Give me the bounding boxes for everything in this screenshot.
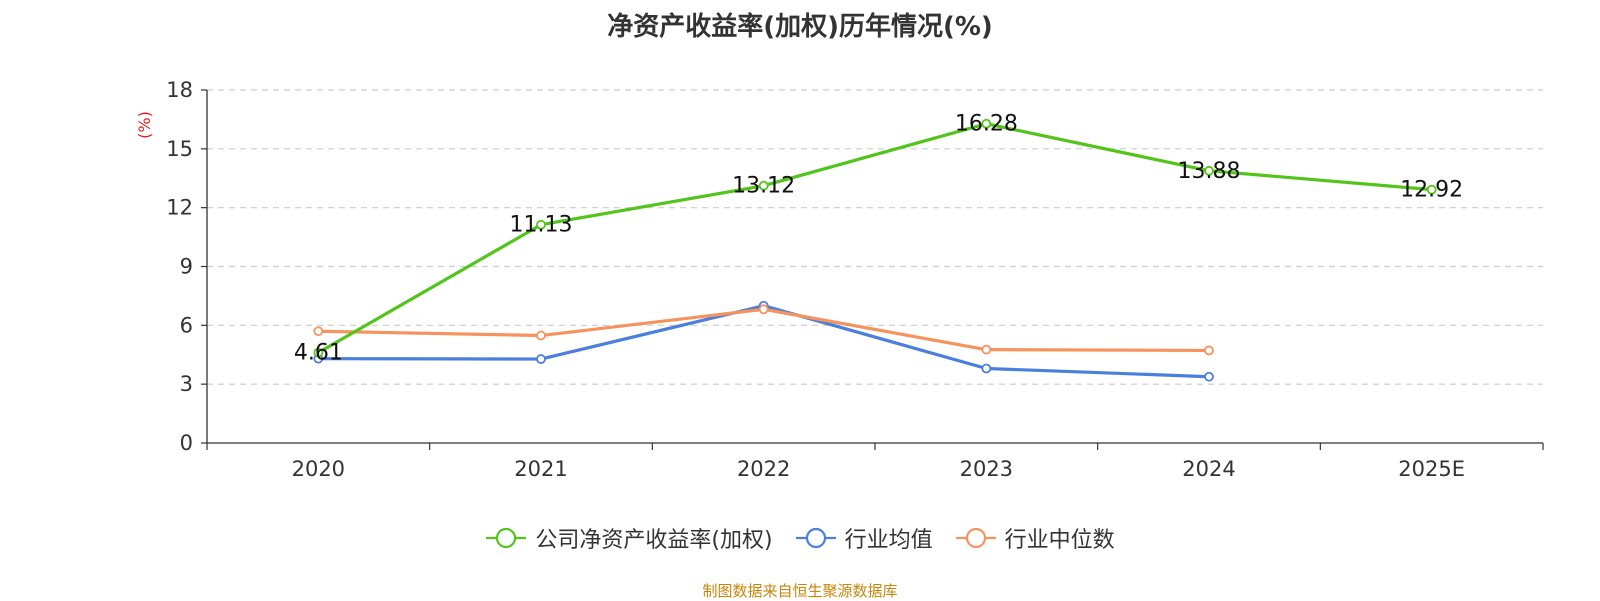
- x-tick-label: 2021: [514, 457, 567, 481]
- y-tick-label: 6: [180, 313, 193, 337]
- data-label: 13.12: [732, 174, 795, 199]
- legend-label: 公司净资产收益率(加权): [535, 528, 773, 553]
- x-tick-label: 2025E: [1398, 457, 1465, 481]
- y-tick-label: 9: [180, 255, 193, 279]
- legend-marker-icon: [955, 527, 996, 549]
- legend-label: 行业中位数: [1004, 528, 1115, 553]
- data-label: 12.92: [1400, 178, 1463, 203]
- data-label: 16.28: [955, 112, 1018, 137]
- data-point: [313, 326, 324, 337]
- x-tick-label: 2022: [737, 457, 790, 481]
- x-tick-label: 2020: [292, 457, 345, 481]
- legend-marker-circle: [805, 527, 826, 549]
- legend-item[interactable]: 行业均值: [795, 522, 933, 554]
- x-tick-label: 2023: [960, 457, 1013, 481]
- legend-marker-circle: [965, 527, 986, 549]
- data-point: [981, 118, 992, 129]
- y-tick-label: 12: [166, 196, 193, 220]
- data-point: [758, 180, 769, 191]
- data-point: [981, 344, 992, 355]
- y-axis-label: (%): [135, 111, 154, 139]
- series-line-1: [318, 304, 1210, 379]
- source-note: 制图数据来自恒生聚源数据库: [702, 582, 898, 600]
- data-point: [536, 219, 546, 230]
- data-point: [1204, 371, 1214, 382]
- data-point: [981, 363, 992, 374]
- legend-item[interactable]: 公司净资产收益率(加权): [485, 522, 773, 554]
- series-line-0: [317, 122, 1432, 354]
- y-tick-label: 18: [166, 78, 193, 102]
- legend-marker-icon: [486, 527, 527, 549]
- data-label: 11.13: [510, 213, 573, 238]
- y-tick-label: 15: [166, 137, 193, 161]
- legend-item[interactable]: 行业中位数: [955, 522, 1115, 554]
- data-point: [1204, 165, 1214, 176]
- y-tick-label: 3: [180, 372, 193, 396]
- data-point: [1204, 345, 1214, 356]
- data-label: 4.61: [294, 341, 343, 366]
- legend-marker-circle: [496, 527, 517, 549]
- data-point: [1426, 184, 1437, 195]
- data-point: [536, 354, 546, 364]
- data-point: [536, 330, 546, 341]
- data-point: [758, 304, 769, 315]
- y-tick-label: 0: [180, 431, 193, 455]
- data-label: 13.88: [1178, 159, 1241, 184]
- x-tick-label: 2024: [1182, 457, 1235, 481]
- chart-title: 净资产收益率(加权)历年情况(%): [607, 12, 993, 42]
- series-line-2: [318, 307, 1210, 353]
- data-point: [313, 347, 324, 358]
- legend-marker-icon: [795, 527, 836, 549]
- legend-label: 行业均值: [844, 528, 933, 553]
- legend: 公司净资产收益率(加权) 行业均值 行业中位数: [0, 522, 1600, 554]
